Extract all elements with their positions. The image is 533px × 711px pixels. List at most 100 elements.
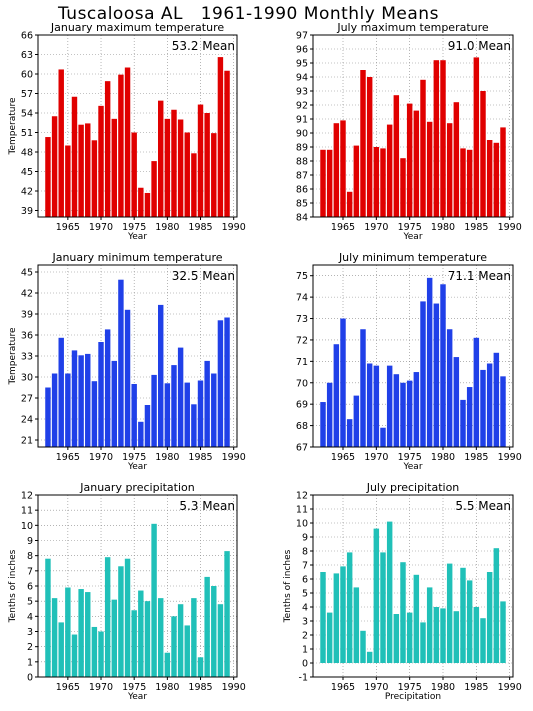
x-axis-label: Year [127, 232, 147, 242]
plot-frame [37, 264, 238, 448]
y-tick-label: 51 [21, 128, 33, 139]
bar-1978 [151, 161, 157, 217]
chart-title: July maximum temperature [336, 21, 489, 34]
bar-1979 [158, 304, 164, 447]
bar-1989 [224, 70, 230, 217]
bar-1984 [466, 149, 473, 217]
bar-1977 [144, 192, 151, 217]
bar-1979 [433, 607, 440, 663]
bar-1967 [78, 355, 84, 447]
y-tick-label: 8 [302, 547, 308, 558]
y-tick-label: 7 [302, 561, 308, 572]
chart-title: July precipitation [366, 481, 460, 494]
plot-frame [37, 494, 238, 678]
y-tick-label: 9 [27, 536, 33, 547]
bar-1968 [360, 630, 366, 663]
bar-1967 [78, 124, 84, 217]
y-tick-label: 27 [21, 394, 33, 405]
y-tick-label: 45 [21, 167, 33, 178]
y-tick-label: 48 [21, 148, 33, 159]
bar-1987 [211, 133, 217, 217]
bar-1962 [45, 137, 51, 217]
bar-1972 [386, 521, 393, 663]
bar-1965 [65, 145, 71, 217]
x-axis-label: Year [127, 692, 147, 702]
y-tick-label: 3 [302, 617, 308, 628]
x-tick-label: 1980 [155, 222, 179, 233]
bar-1985 [473, 337, 480, 447]
chart-july-max-temperature: July maximum temperature 84 85 86 87 88 89 90 91… [296, 21, 522, 242]
y-tick-label: 87 [296, 171, 308, 182]
bar-1987 [486, 140, 493, 217]
bar-1963 [326, 382, 333, 447]
x-tick-label: 1965 [331, 222, 355, 233]
bar-1984 [466, 387, 473, 447]
bar-1985 [473, 57, 480, 218]
y-tick-label: 2 [27, 642, 33, 653]
bar-1986 [480, 618, 486, 663]
bar-1975 [131, 610, 137, 677]
x-tick-label: 1990 [222, 682, 246, 693]
x-tick-label: 1965 [56, 222, 80, 233]
y-tick-label: 5 [302, 589, 308, 600]
bar-1963 [51, 373, 58, 447]
y-tick-label: 73 [296, 314, 308, 325]
chart-july-precipitation: July precipitation-101234567891011121965… [283, 481, 522, 702]
x-tick-label: 1980 [431, 452, 455, 463]
bar-1981 [446, 329, 453, 447]
x-axis-label: Precipitation [385, 692, 441, 702]
bar-1974 [124, 309, 131, 447]
y-axis-label: Tenths of inches [283, 549, 293, 623]
bar-1964 [58, 69, 64, 217]
x-tick-label: 1990 [498, 222, 522, 233]
x-tick-label: 1980 [431, 222, 455, 233]
y-tick-label: 5 [27, 597, 33, 608]
bar-1978 [426, 587, 433, 663]
plot-frame [37, 34, 238, 218]
y-tick-label: 95 [296, 59, 308, 70]
bar-1989 [500, 601, 506, 663]
bar-1970 [98, 105, 104, 217]
chart-title: January minimum temperature [51, 251, 222, 264]
y-tick-label: 36 [21, 331, 33, 342]
y-tick-label: 71 [296, 357, 308, 368]
x-tick-label: 1985 [464, 452, 488, 463]
bar-1973 [118, 566, 124, 677]
bar-1963 [326, 612, 333, 663]
x-tick-label: 1975 [398, 452, 422, 463]
bar-1966 [71, 96, 78, 217]
y-axis-label: Tenths of inches [8, 549, 18, 623]
bar-1973 [118, 279, 124, 447]
bar-1966 [346, 552, 353, 663]
chart-january-precipitation: January precipitation0123456789101112196… [8, 481, 246, 702]
bar-1962 [45, 387, 51, 447]
bar-1963 [51, 598, 58, 677]
y-tick-label: 57 [21, 89, 33, 100]
bar-1976 [138, 187, 144, 217]
bar-1985 [197, 104, 204, 217]
y-tick-label: 21 [21, 436, 33, 447]
bar-1965 [340, 318, 346, 447]
x-axis-label: Year [402, 462, 422, 472]
mean-label: 71.1 Mean [448, 269, 511, 283]
bar-1985 [197, 380, 204, 447]
y-tick-label: 24 [21, 415, 33, 426]
y-tick-label: 1 [302, 645, 308, 656]
chart-january-min-temperature: January minimum temperature 21 24 27 30 33 36 3… [8, 251, 246, 472]
y-tick-label: 7 [27, 566, 33, 577]
bar-1979 [433, 60, 440, 218]
bar-1980 [440, 608, 446, 663]
bar-1969 [366, 77, 373, 217]
x-tick-label: 1970 [364, 452, 388, 463]
y-tick-label: 11 [21, 506, 33, 517]
y-tick-label: 10 [21, 521, 33, 532]
bar-1978 [426, 277, 433, 447]
bar-1980 [164, 652, 171, 677]
bar-1987 [486, 572, 493, 663]
y-tick-label: 96 [296, 45, 308, 56]
y-tick-label: 88 [296, 157, 308, 168]
bar-1970 [98, 342, 104, 447]
y-tick-label: 2 [302, 631, 308, 642]
bar-1988 [217, 320, 224, 447]
y-tick-label: 4 [302, 603, 308, 614]
